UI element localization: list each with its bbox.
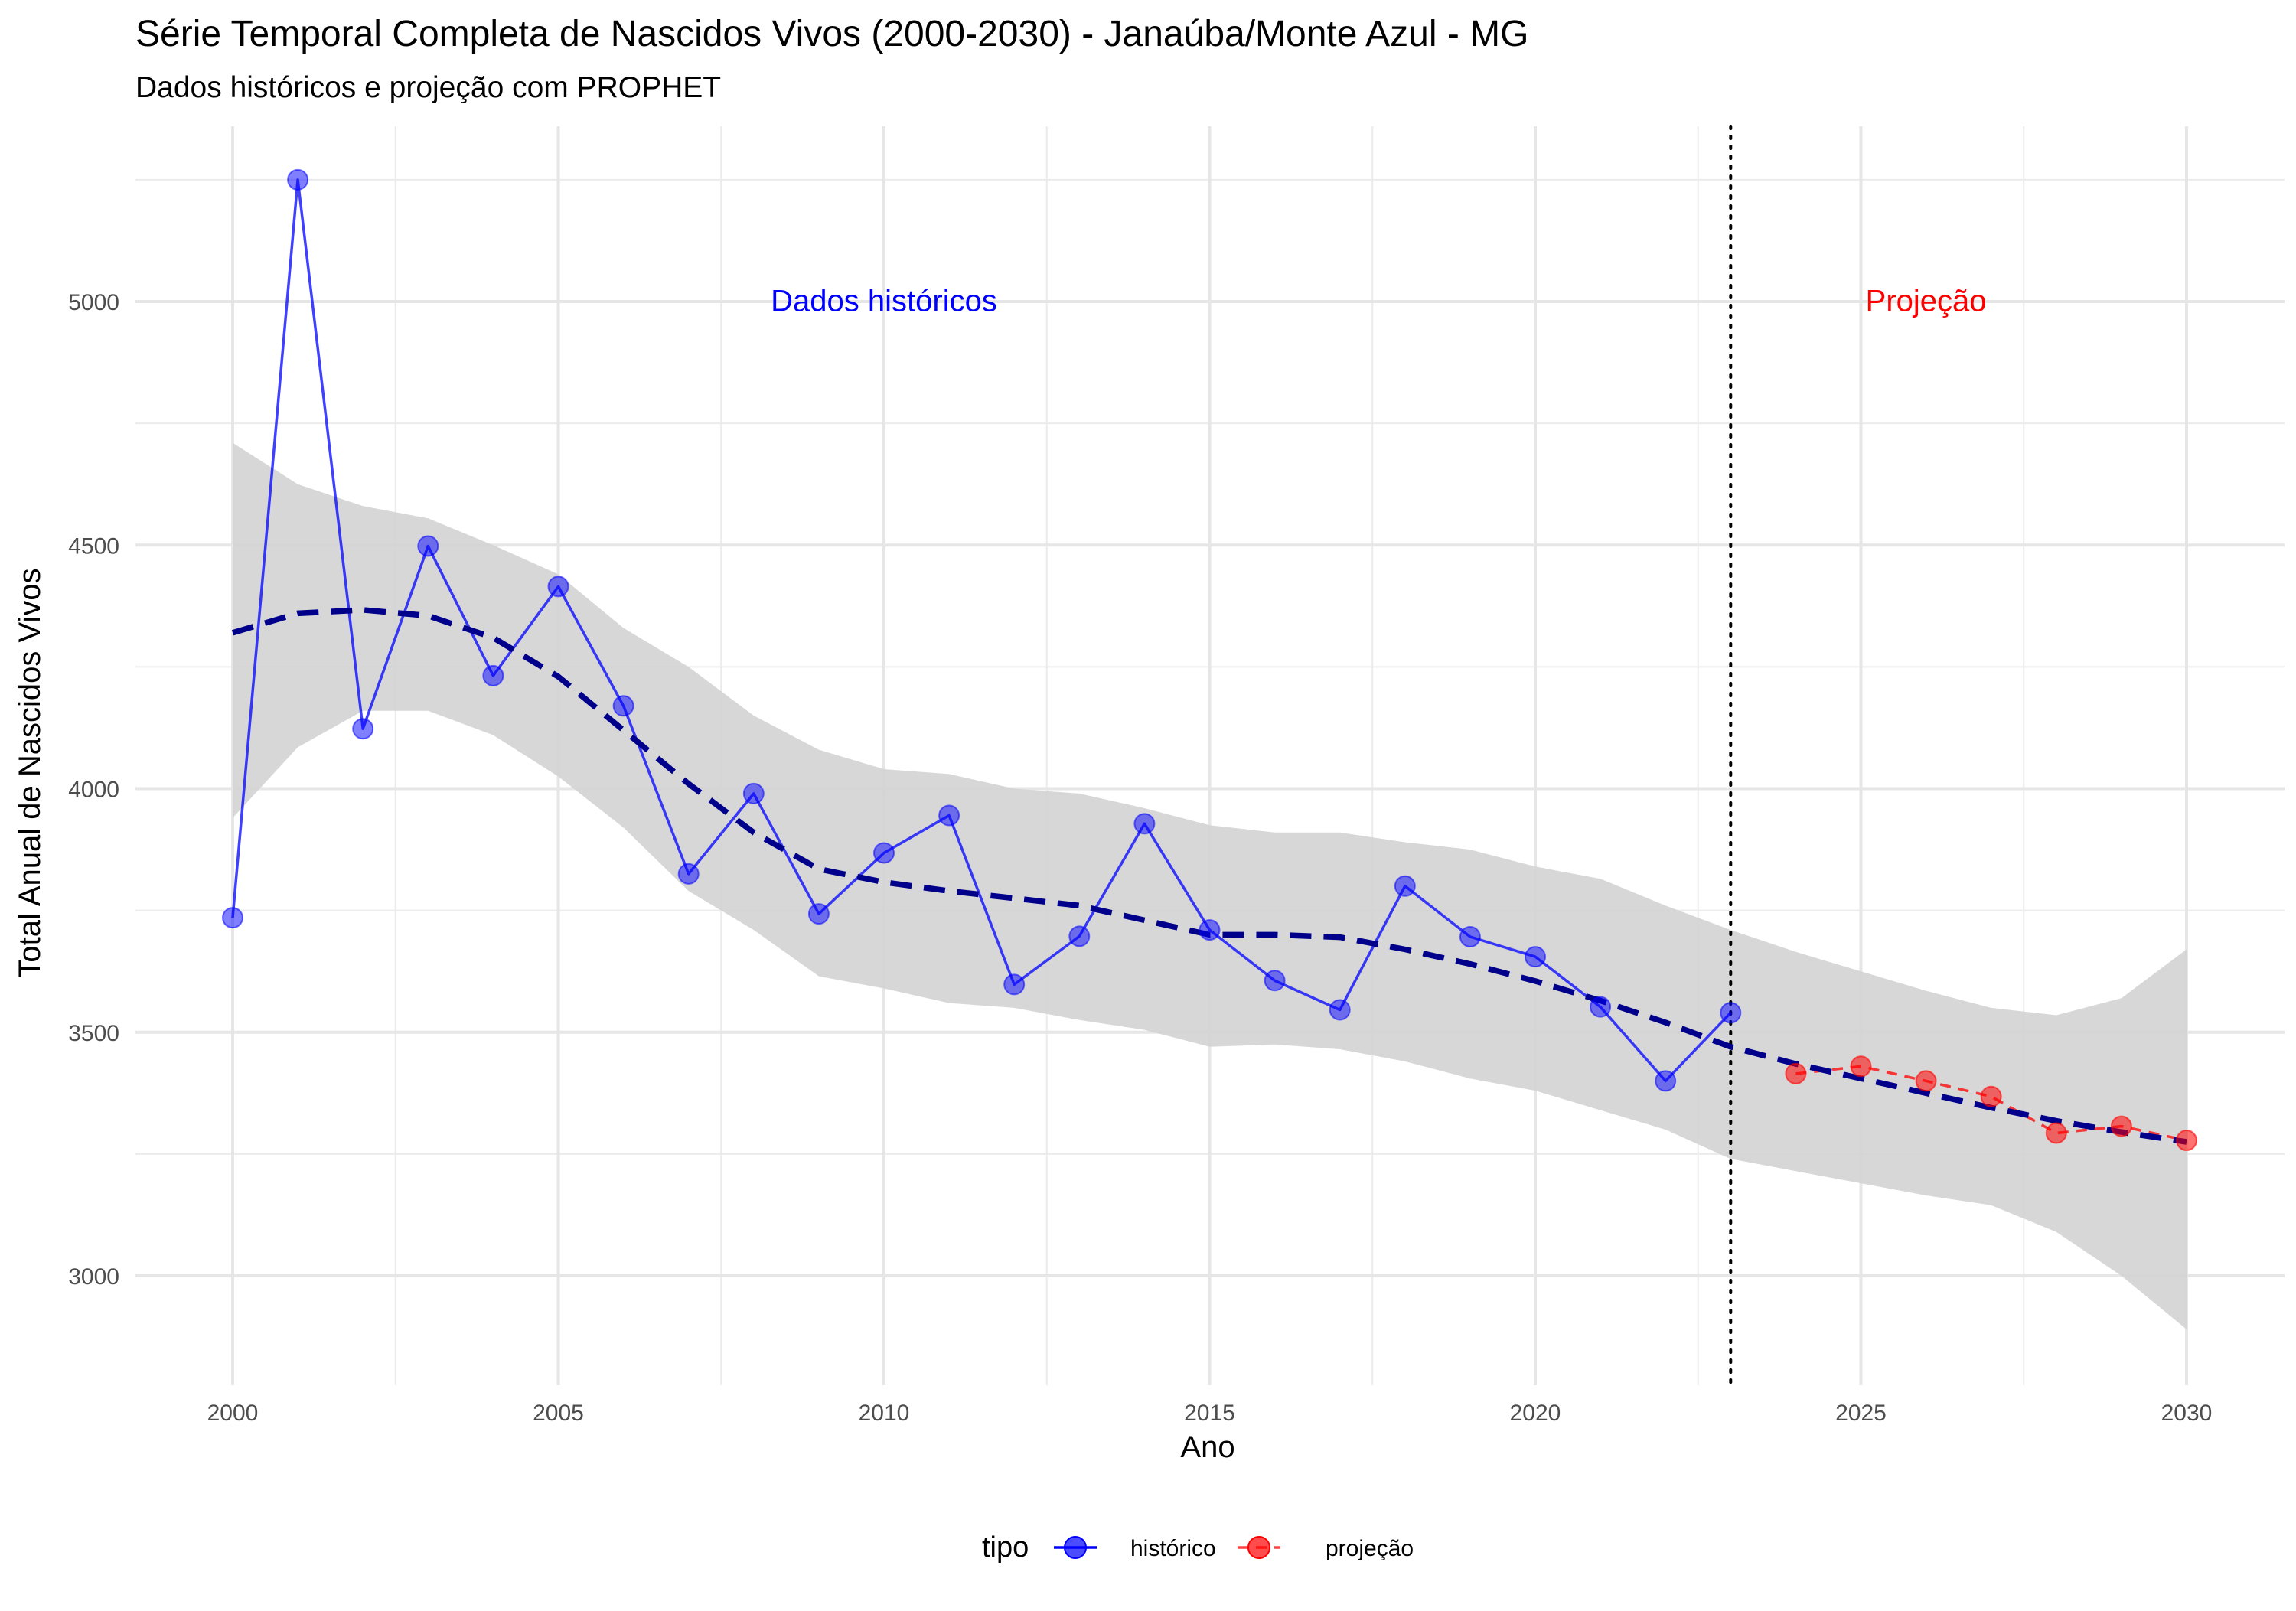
legend-key-point: [1247, 1536, 1270, 1559]
confidence-band-layer: [233, 442, 2187, 1329]
confidence-band: [233, 442, 2187, 1329]
y-tick-label: 4000: [68, 778, 119, 803]
y-axis-title: Total Anual de Nascidos Vivos: [13, 568, 47, 977]
x-tick-label: 2020: [1510, 1401, 1561, 1426]
data-point-historico: [1394, 875, 1416, 897]
axes-layer: 2000 2005 2010 2015 2020 2025 2030 3000 3500 4000…: [68, 290, 2212, 1426]
data-point-historico: [1590, 996, 1612, 1018]
y-tick-label: 3500: [68, 1021, 119, 1046]
data-point-historico: [938, 804, 960, 827]
data-point-historico: [1199, 919, 1221, 941]
legend-label: projeção: [1326, 1536, 1414, 1561]
data-point-projecao: [2176, 1130, 2197, 1152]
legend: tipo histórico projeção: [982, 1531, 1414, 1564]
data-point-projecao: [1980, 1085, 2002, 1107]
x-tick-label: 2025: [1835, 1401, 1887, 1426]
annotation-dados-historicos: Dados históricos: [771, 285, 997, 318]
legend-label: histórico: [1130, 1536, 1216, 1561]
legend-item-historico: histórico: [1054, 1536, 1216, 1561]
data-point-historico: [1459, 925, 1481, 947]
x-tick-label: 2015: [1184, 1401, 1235, 1426]
data-point-historico: [1525, 946, 1546, 968]
data-point-historico: [547, 576, 569, 598]
series-line-historico: [231, 178, 1732, 1083]
data-point-historico: [222, 907, 243, 929]
data-point-historico: [417, 535, 439, 557]
x-tick-label: 2000: [207, 1401, 259, 1426]
data-point-historico: [1720, 1002, 1742, 1024]
y-tick-label: 5000: [68, 290, 119, 315]
data-point-historico: [1655, 1070, 1677, 1092]
annotations-layer: Dados históricos Projeção: [771, 285, 1986, 318]
data-point-historico: [1003, 973, 1026, 996]
data-point-historico: [677, 863, 700, 885]
data-point-projecao: [1915, 1070, 1937, 1092]
data-point-historico: [352, 718, 374, 740]
data-point-historico: [287, 168, 309, 191]
data-point-projecao: [1850, 1055, 1872, 1078]
data-point-projecao: [2110, 1115, 2132, 1137]
data-point-historico: [873, 842, 895, 864]
x-tick-label: 2010: [859, 1401, 910, 1426]
data-point-historico: [482, 664, 504, 686]
y-tick-label: 3000: [68, 1264, 119, 1290]
chart-subtitle: Dados históricos e projeção com PROPHET: [135, 71, 721, 104]
points-layer: [222, 168, 2197, 1152]
legend-title: tipo: [982, 1531, 1029, 1564]
x-axis-title: Ano: [1180, 1430, 1234, 1464]
legend-item-projecao: projeção: [1238, 1536, 1414, 1561]
data-point-historico: [1264, 970, 1286, 992]
data-point-historico: [1068, 925, 1091, 947]
annotation-projecao: Projeção: [1866, 285, 1987, 318]
data-point-historico: [807, 903, 830, 925]
data-point-historico: [1329, 999, 1351, 1021]
y-tick-label: 4500: [68, 533, 119, 559]
chart-title: Série Temporal Completa de Nascidos Vivo…: [135, 14, 1528, 54]
data-point-projecao: [2045, 1122, 2067, 1144]
data-point-historico: [612, 695, 634, 717]
data-point-historico: [742, 782, 765, 804]
legend-key-point: [1064, 1536, 1087, 1559]
data-point-historico: [1133, 813, 1156, 835]
x-tick-label: 2030: [2161, 1401, 2213, 1426]
x-tick-label: 2005: [533, 1401, 584, 1426]
data-point-projecao: [1785, 1062, 1807, 1084]
